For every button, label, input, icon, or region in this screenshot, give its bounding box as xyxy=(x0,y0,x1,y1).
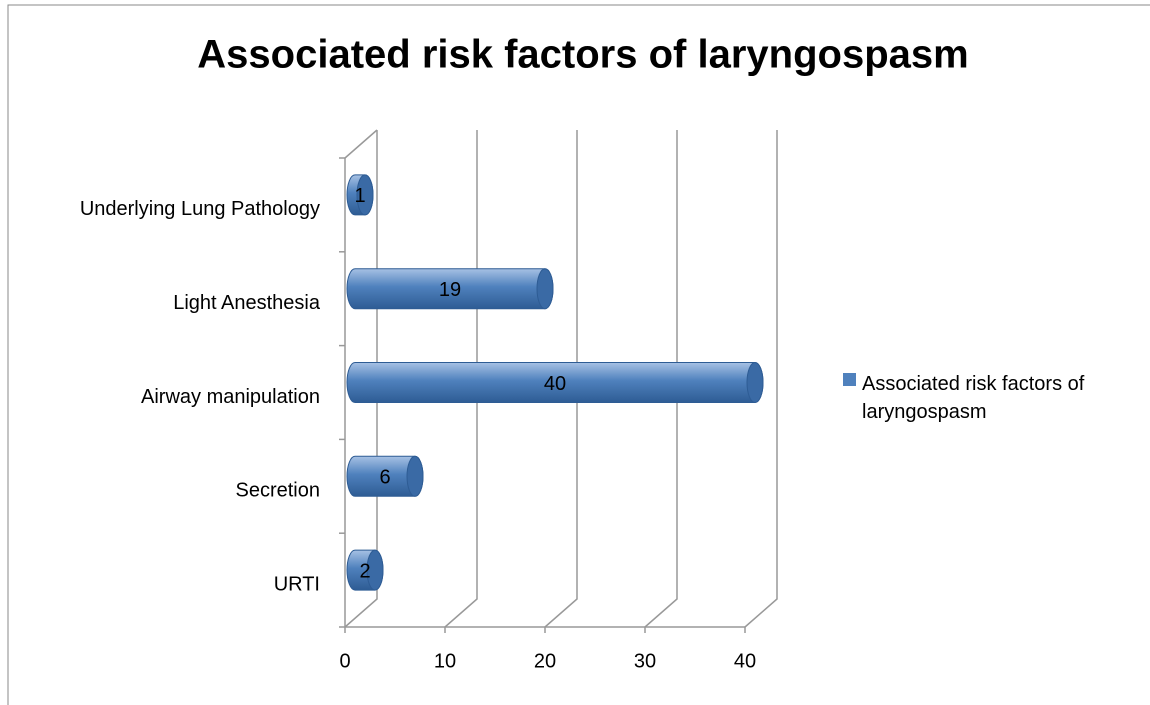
legend-label: Associated risk factors of laryngospasm xyxy=(862,373,1085,423)
x-tick-label: 40 xyxy=(734,650,756,672)
x-tick-label: 30 xyxy=(634,650,656,672)
y-tick-label: Underlying Lung Pathology xyxy=(80,198,320,220)
x-tick-label: 10 xyxy=(434,650,456,672)
x-tick-label: 0 xyxy=(339,650,350,672)
x-tick-label: 20 xyxy=(534,650,556,672)
grid-line xyxy=(644,130,678,628)
y-tick-label: Light Anesthesia xyxy=(173,292,321,314)
bar xyxy=(346,362,764,403)
grid-line xyxy=(544,130,578,628)
bar xyxy=(346,268,554,310)
grid-line xyxy=(744,130,778,628)
y-tick-label: URTI xyxy=(274,573,320,595)
data-label: 6 xyxy=(379,467,390,489)
data-label: 1 xyxy=(354,185,365,207)
bar xyxy=(346,174,374,216)
axis-line xyxy=(344,129,378,159)
y-tick-label: Airway manipulation xyxy=(141,386,320,408)
data-label: 40 xyxy=(544,373,566,395)
legend-swatch xyxy=(843,373,856,386)
data-label: 19 xyxy=(439,279,461,301)
bar xyxy=(346,455,424,497)
y-tick-label: Secretion xyxy=(236,480,321,502)
chart-border xyxy=(7,4,1150,705)
chart-title: Associated risk factors of laryngospasm xyxy=(197,33,968,77)
bar xyxy=(346,549,384,591)
data-label: 2 xyxy=(359,560,370,582)
